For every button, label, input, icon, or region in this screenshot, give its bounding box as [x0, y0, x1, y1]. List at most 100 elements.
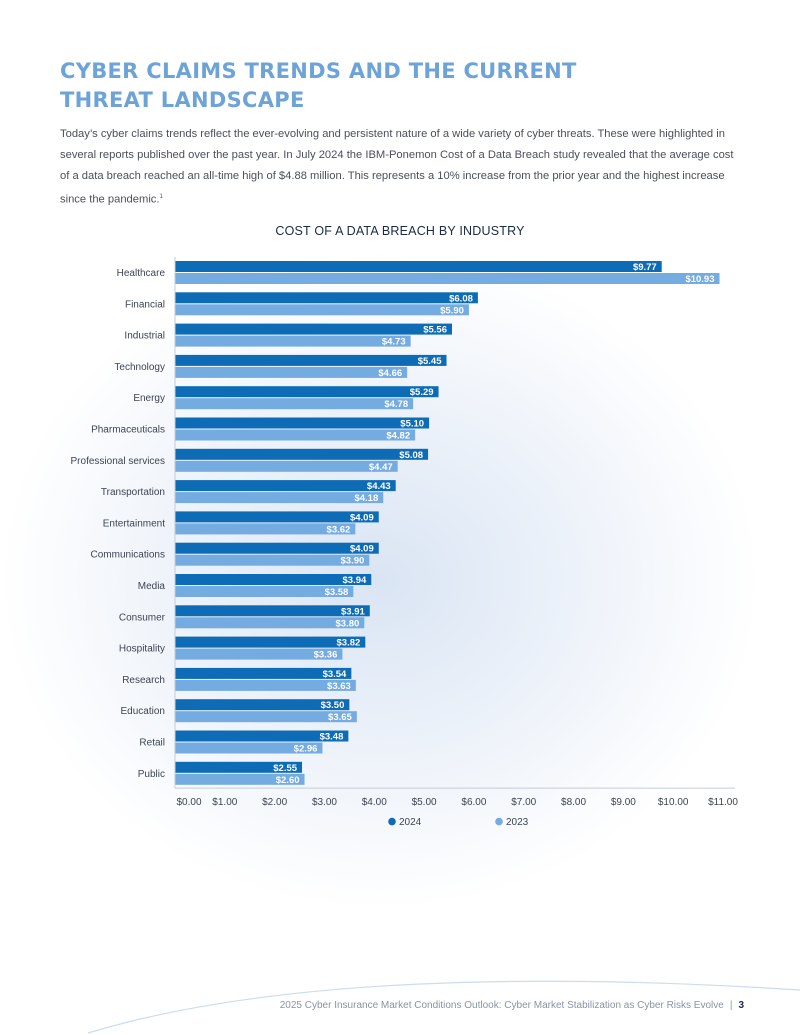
category-label: Transportation — [101, 487, 165, 498]
footer-separator: | — [729, 1000, 733, 1011]
data-label-2024-5: $5.10 — [400, 419, 424, 430]
category-label: Professional services — [71, 456, 165, 467]
x-tick-label: $10.00 — [658, 797, 689, 808]
bar-2023-0 — [175, 273, 720, 284]
data-label-2024-2: $5.56 — [423, 325, 447, 336]
data-label-2023-2: $4.73 — [382, 337, 406, 348]
data-label-2023-1: $5.90 — [440, 305, 464, 316]
category-label: Hospitality — [119, 644, 165, 655]
data-label-2023-0: $10.93 — [685, 274, 714, 285]
legend-marker-2024 — [388, 817, 396, 826]
bar-2024-6 — [175, 448, 429, 460]
data-label-2023-15: $2.96 — [294, 744, 318, 755]
data-label-2024-0: $9.77 — [633, 262, 657, 273]
bar-2024-10 — [175, 574, 372, 585]
x-tick-label: $4.00 — [362, 797, 387, 808]
bar-2023-2 — [175, 335, 411, 347]
bar-2023-10 — [175, 586, 354, 597]
bar-2023-8 — [175, 523, 356, 535]
page-title: CYBER CLAIMS TRENDS AND THE CURRENT THRE… — [60, 57, 577, 115]
bar-2023-9 — [175, 554, 370, 566]
category-label: Consumer — [119, 612, 166, 623]
bar-2024-12 — [175, 636, 366, 648]
data-label-2023-12: $3.36 — [314, 650, 338, 661]
data-label-2024-1: $6.08 — [449, 293, 473, 304]
footer-arc-decoration — [87, 980, 800, 1034]
bar-2023-13 — [175, 679, 356, 691]
category-label: Technology — [114, 362, 165, 373]
category-label: Entertainment — [103, 518, 165, 529]
data-label-2024-7: $4.43 — [367, 481, 391, 492]
data-label-2023-3: $4.66 — [378, 368, 402, 379]
bar-2023-16 — [175, 773, 305, 785]
data-label-2024-12: $3.82 — [337, 638, 361, 649]
footer: 2025 Cyber Insurance Market Conditions O… — [280, 1000, 744, 1011]
data-label-2023-11: $3.80 — [336, 618, 360, 629]
chart-title: COST OF A DATA BREACH BY INDUSTRY — [275, 224, 525, 238]
data-label-2023-4: $4.78 — [384, 399, 408, 410]
data-label-2023-14: $3.65 — [328, 712, 352, 723]
x-tick-label: $9.00 — [611, 797, 636, 808]
x-tick-label: $7.00 — [511, 797, 536, 808]
category-label: Media — [138, 581, 166, 592]
x-tick-label: $2.00 — [262, 797, 287, 808]
data-label-2024-14: $3.50 — [321, 700, 345, 711]
x-tick-label: $3.00 — [312, 797, 337, 808]
bar-2024-0 — [175, 261, 662, 272]
bar-2024-9 — [175, 542, 379, 554]
bar-2024-15 — [175, 730, 349, 742]
data-label-2023-16: $2.60 — [276, 775, 300, 786]
bar-2023-1 — [175, 304, 469, 316]
bar-2023-6 — [175, 460, 398, 472]
x-tick-label: $0.00 — [176, 797, 201, 808]
x-tick-label: $6.00 — [461, 797, 486, 808]
page-title-line-2: THREAT LANDSCAPE — [60, 88, 305, 112]
category-label: Industrial — [124, 331, 165, 342]
bar-2023-3 — [175, 366, 408, 378]
x-tick-label: $11.00 — [708, 797, 738, 808]
bar-2024-4 — [175, 386, 439, 398]
category-label: Healthcare — [117, 268, 166, 279]
category-label: Retail — [139, 738, 165, 749]
bar-2024-1 — [175, 292, 478, 304]
category-label: Public — [138, 769, 165, 780]
bar-2023-11 — [175, 617, 365, 629]
bar-2024-7 — [175, 480, 396, 492]
category-label: Financial — [125, 299, 165, 310]
x-tick-label: $8.00 — [561, 797, 586, 808]
legend-label-2023: 2023 — [506, 817, 529, 828]
data-label-2023-9: $3.90 — [341, 556, 365, 567]
category-label: Communications — [91, 550, 165, 561]
bar-2023-15 — [175, 742, 323, 754]
bar-2023-7 — [175, 492, 384, 504]
data-label-2024-6: $5.08 — [399, 450, 423, 461]
bar-2023-5 — [175, 429, 416, 441]
x-tick-label: $5.00 — [412, 797, 437, 808]
page-number: 3 — [738, 1000, 744, 1011]
category-label: Pharmaceuticals — [91, 425, 165, 436]
data-label-2024-11: $3.91 — [341, 606, 365, 617]
data-label-2024-9: $4.09 — [350, 544, 374, 555]
legend-label-2024: 2024 — [399, 817, 422, 828]
data-label-2023-8: $3.62 — [327, 524, 351, 535]
x-tick-label: $1.00 — [212, 797, 237, 808]
data-label-2023-13: $3.63 — [327, 681, 351, 692]
footer-text: 2025 Cyber Insurance Market Conditions O… — [279, 1000, 724, 1011]
data-label-2024-16: $2.55 — [273, 763, 297, 774]
data-label-2024-10: $3.94 — [343, 575, 367, 586]
bar-2024-11 — [175, 605, 370, 617]
bar-2024-14 — [175, 699, 350, 711]
bar-2023-14 — [175, 711, 357, 723]
data-label-2024-15: $3.48 — [320, 732, 344, 743]
bar-chart: Healthcare $9.77 $10.93 Financial $6.08$5.90… — [71, 257, 738, 828]
intro-text: Today’s cyber claims trends reflect the … — [60, 128, 734, 206]
intro-paragraph: Today’s cyber claims trends reflect the … — [60, 124, 740, 211]
data-label-2023-6: $4.47 — [369, 462, 393, 473]
legend-marker-2023 — [495, 817, 503, 826]
bar-2024-13 — [175, 667, 352, 679]
bar-2024-16 — [175, 761, 303, 773]
footnote-marker: 1 — [159, 194, 163, 200]
bar-2024-3 — [175, 354, 447, 366]
data-label-2024-8: $4.09 — [350, 512, 374, 523]
bar-2024-2 — [175, 323, 452, 335]
